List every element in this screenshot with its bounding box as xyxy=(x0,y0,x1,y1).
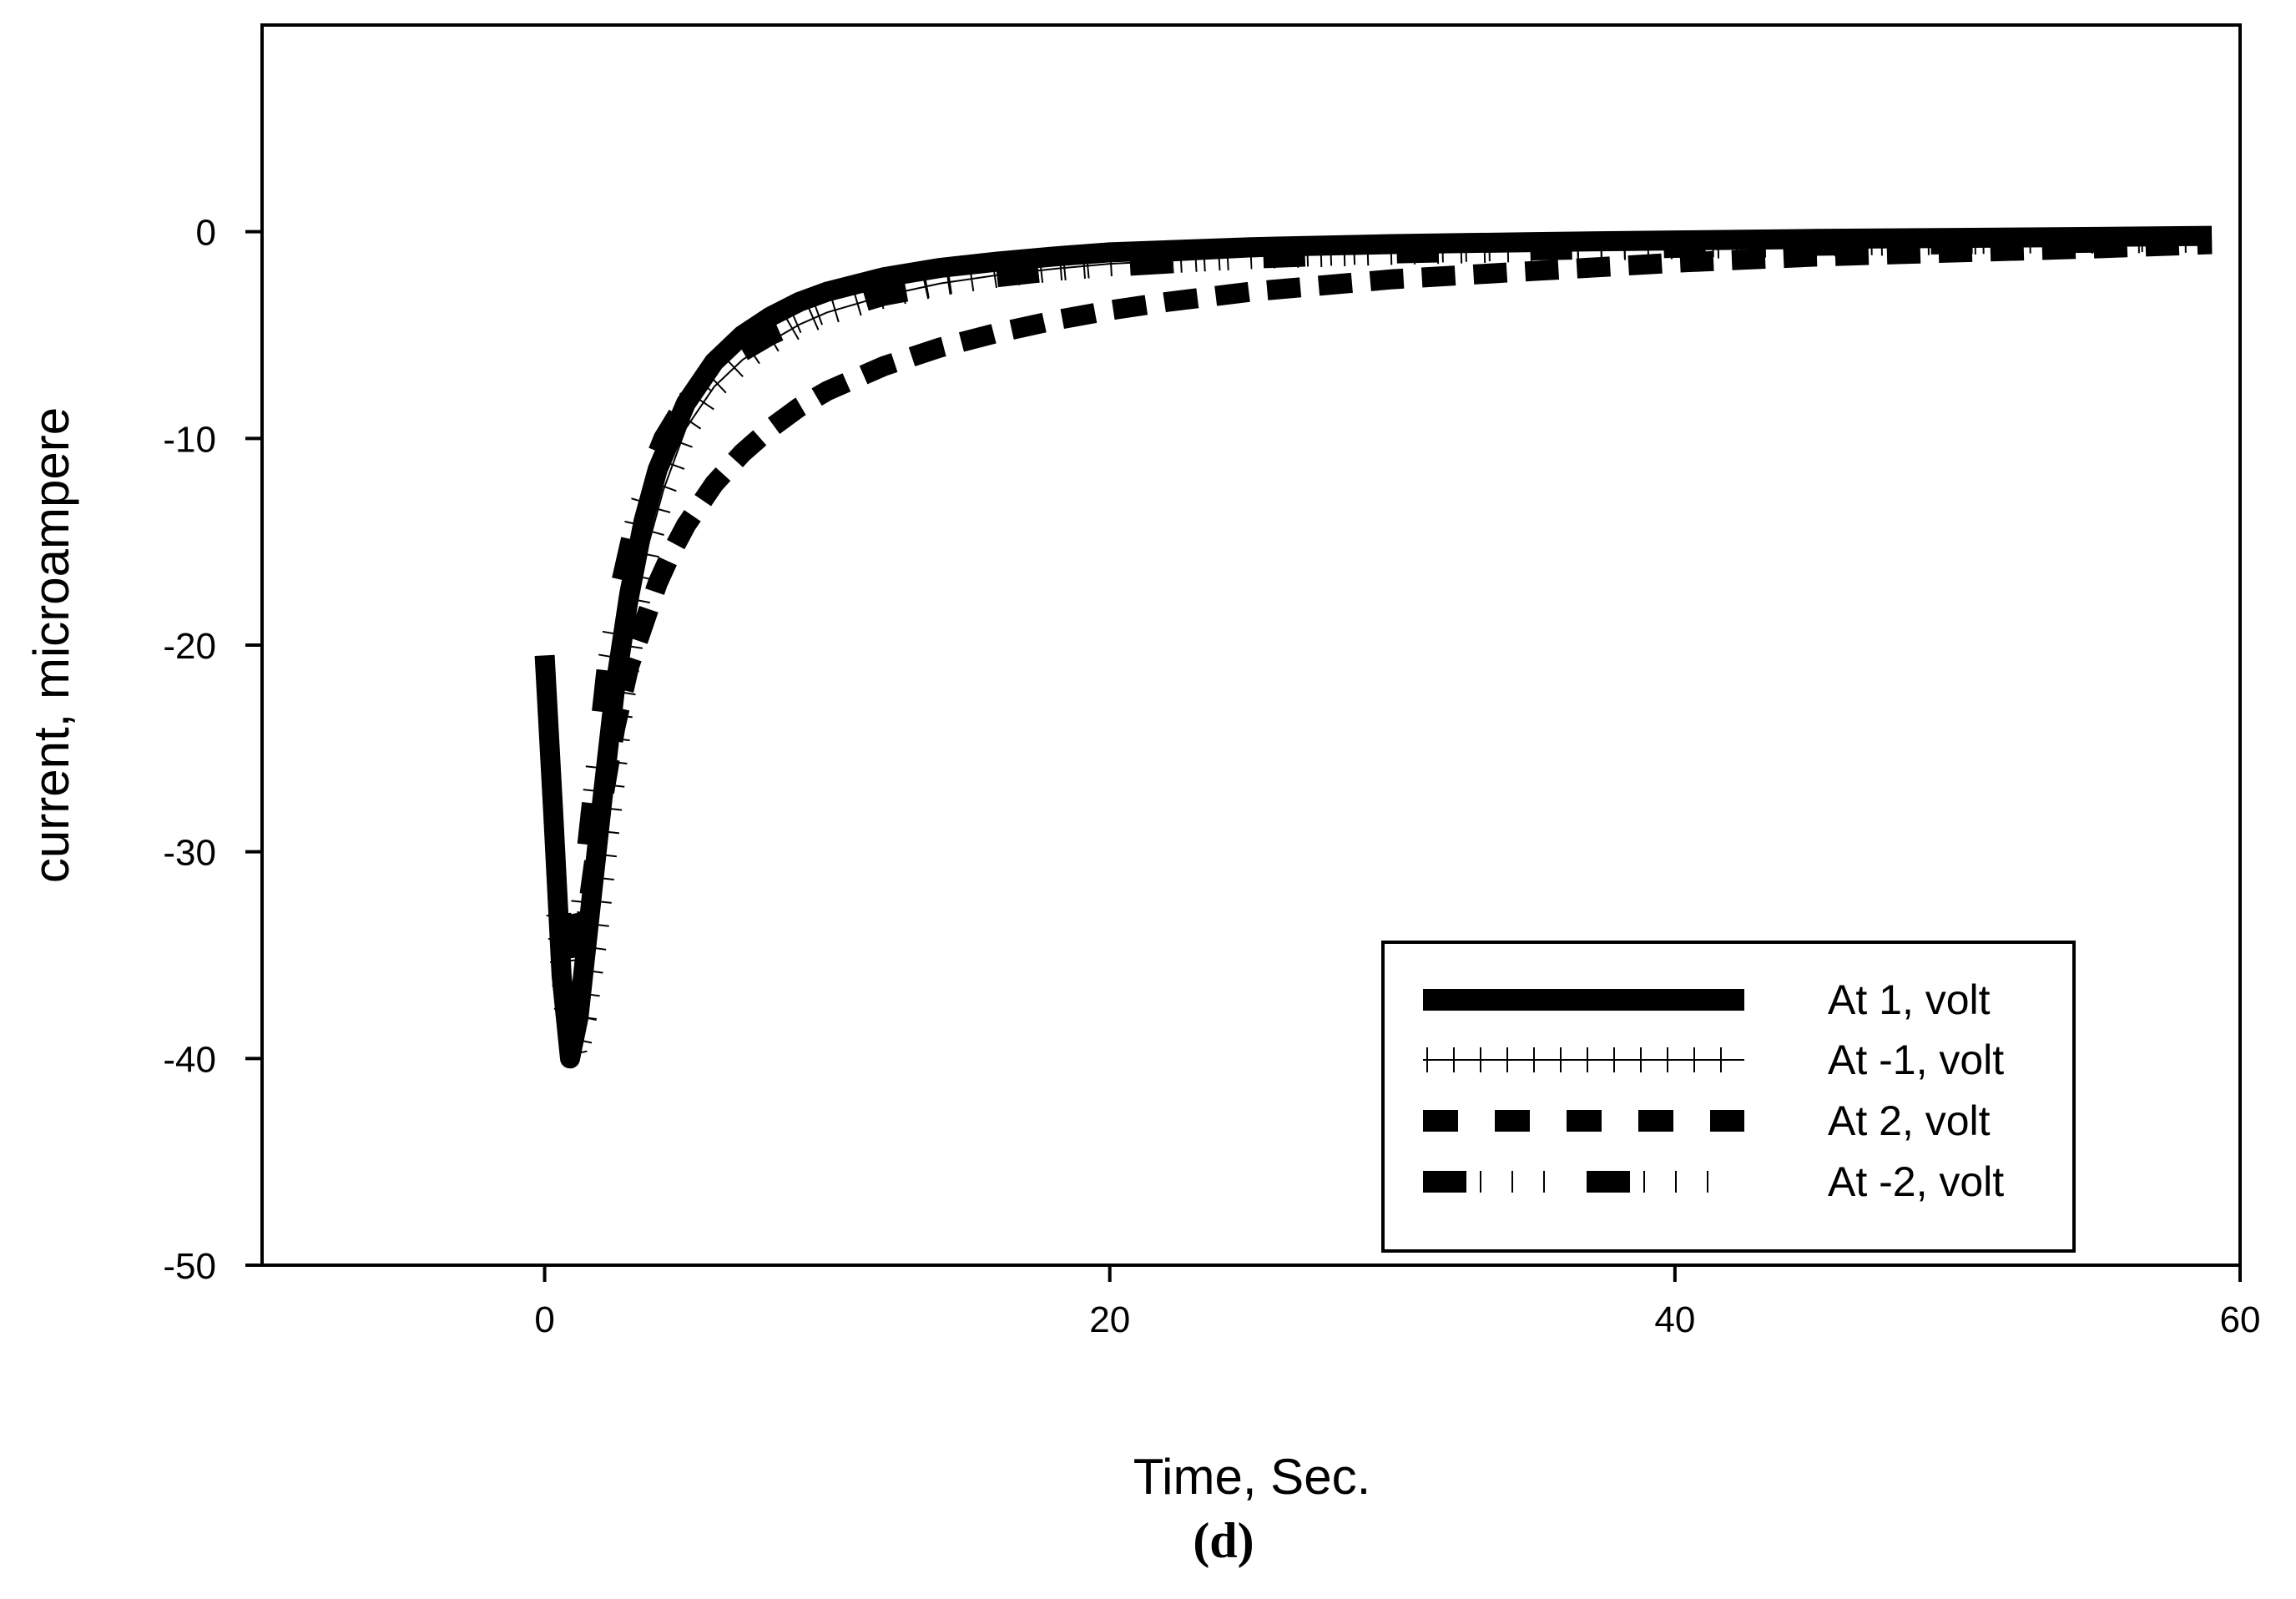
series-ticks-1 xyxy=(546,227,2213,1062)
legend-label-0: At 1, volt xyxy=(1828,976,1991,1023)
x-axis-title: Time, Sec. xyxy=(1133,1449,1371,1505)
legend-label-2: At 2, volt xyxy=(1828,1097,1991,1144)
series-line-1 xyxy=(558,239,2213,1059)
legend: At 1, volt At -1, volt At 2, volt At -2, vo… xyxy=(1381,941,2076,1253)
y-tick-label-0: 0 xyxy=(196,213,216,254)
series-ticks-3 xyxy=(558,230,2213,960)
y-tick-label-4: -40 xyxy=(163,1039,216,1080)
y-tick-label-5: -50 xyxy=(163,1246,216,1287)
y-tick-label-3: -30 xyxy=(163,833,216,874)
panel-label: (d) xyxy=(1193,1513,1254,1568)
series-layer xyxy=(534,225,2213,1069)
series-line-3 xyxy=(558,230,2213,960)
y-axis-title: current, microampere xyxy=(23,407,79,883)
x-tick-label-0: 0 xyxy=(534,1299,554,1340)
x-tick-label-2: 40 xyxy=(1654,1299,1695,1340)
series-line-2 xyxy=(563,234,2213,957)
legend-label-1: At -1, volt xyxy=(1828,1037,2004,1083)
legend-label-3: At -2, volt xyxy=(1828,1158,2004,1205)
y-tick-label-2: -20 xyxy=(163,626,216,667)
y-tick-label-1: -10 xyxy=(163,419,216,460)
x-tick-label-1: 20 xyxy=(1089,1299,1130,1340)
axis-ticks: 0 20 40 60 0 -10 -20 -30 -40 -50 xyxy=(163,213,2260,1340)
x-tick-label-3: 60 xyxy=(2220,1299,2261,1340)
series-line-0 xyxy=(534,225,2213,1069)
